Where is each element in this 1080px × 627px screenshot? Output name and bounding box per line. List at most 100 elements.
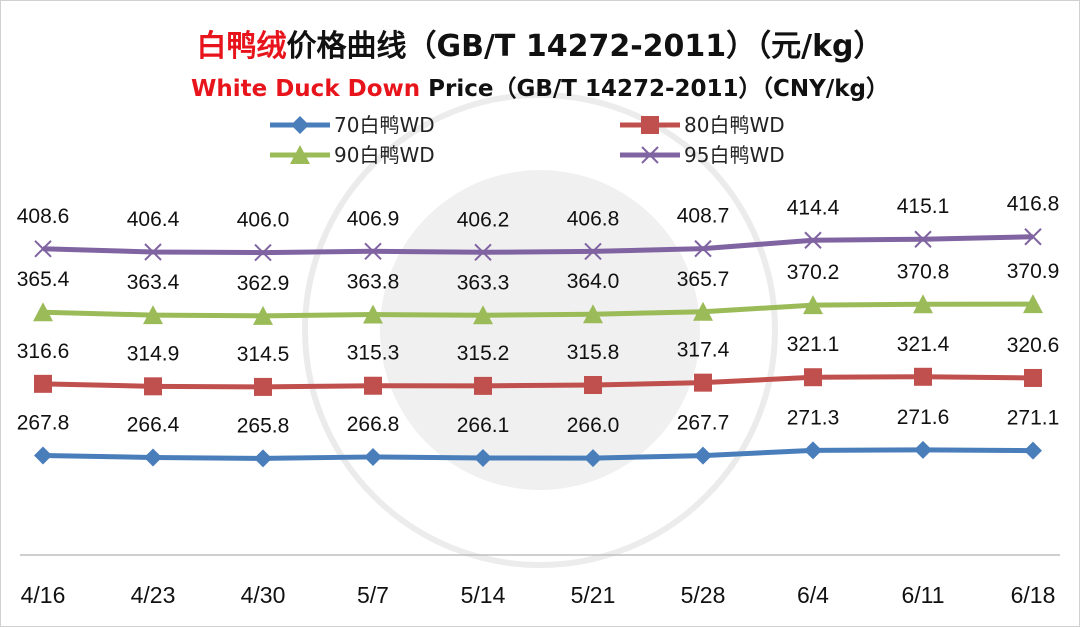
data-point	[584, 242, 602, 261]
x-tick-label: 5/28	[681, 582, 726, 608]
data-point	[254, 377, 272, 396]
series-group: 267.8 266.4 265.8 266.8 266.1 266.0 267.7 271.3…	[17, 193, 1060, 468]
series-80白鸭WD: 316.6 314.9 314.5 315.3 315.2 315.8 317.4 321.1…	[17, 333, 1060, 396]
data-point	[34, 240, 52, 258]
data-point	[33, 302, 53, 322]
data-label: 363.3	[457, 271, 510, 294]
series-95白鸭WD: 408.6 406.4 406.0 406.9 406.2 406.8 408.7 414.4…	[17, 193, 1060, 262]
data-label: 406.8	[567, 207, 620, 230]
data-label: 317.4	[677, 339, 730, 362]
data-point	[364, 376, 382, 395]
legend-item: 95白鸭WD	[620, 143, 785, 167]
data-point	[474, 243, 492, 262]
legend-label: 90白鸭WD	[334, 143, 435, 167]
data-label: 315.3	[347, 342, 400, 365]
data-label: 363.8	[347, 271, 400, 294]
data-point	[253, 305, 273, 325]
legend-item: 70白鸭WD	[270, 113, 435, 137]
x-tick-label: 6/18	[1011, 582, 1056, 608]
data-point	[254, 243, 272, 262]
data-label: 406.2	[457, 208, 510, 231]
data-label: 266.0	[567, 414, 620, 437]
legend-label: 95白鸭WD	[684, 143, 785, 167]
data-point	[364, 447, 382, 466]
data-label: 365.7	[677, 268, 730, 291]
data-point	[804, 368, 822, 387]
data-label: 416.8	[1007, 193, 1060, 216]
data-label: 406.0	[237, 209, 290, 232]
series-line	[42, 447, 1034, 461]
subtitle-black-part: Price（GB/T 14272-2011）（CNY/kg）	[420, 75, 889, 102]
data-label: 370.2	[787, 261, 840, 284]
data-point	[364, 242, 382, 260]
data-label: 265.8	[237, 414, 290, 437]
subtitle-red-part: White Duck Down	[191, 76, 420, 102]
data-point	[694, 446, 712, 465]
data-label: 315.2	[457, 342, 510, 365]
data-point	[804, 231, 822, 249]
data-label: 315.8	[567, 341, 620, 364]
data-label: 314.5	[237, 343, 290, 366]
data-point	[1024, 228, 1042, 246]
series-line	[42, 374, 1034, 390]
data-point	[693, 301, 713, 321]
title-red-part: 白鸭绒	[196, 29, 286, 64]
data-label: 266.8	[347, 413, 400, 436]
data-label: 406.9	[347, 207, 400, 230]
data-point	[913, 294, 933, 314]
data-label: 321.1	[787, 333, 840, 356]
data-label: 316.6	[17, 340, 70, 363]
data-point	[473, 305, 493, 325]
legend-marker-x-icon	[641, 146, 659, 164]
x-tick-label: 6/11	[901, 582, 944, 608]
series-line	[42, 234, 1034, 256]
legend-label: 80白鸭WD	[684, 113, 785, 137]
data-point	[34, 374, 52, 393]
data-label: 314.9	[127, 342, 180, 365]
data-label: 365.4	[17, 268, 70, 291]
data-point	[804, 441, 822, 460]
data-label: 406.4	[127, 208, 180, 231]
data-point	[363, 304, 383, 324]
series-90白鸭WD: 365.4 363.4 362.9 363.8 363.3 364.0 365.7 370.2…	[17, 260, 1060, 325]
data-label: 271.1	[1007, 407, 1060, 430]
data-point	[803, 295, 823, 315]
data-point	[254, 449, 272, 468]
chart-title: 白鸭绒价格曲线（GB/T 14272-2011）（元/kg）	[196, 29, 883, 64]
data-point	[584, 376, 602, 395]
data-point	[474, 376, 492, 395]
data-point	[583, 304, 603, 324]
data-label: 320.6	[1007, 334, 1060, 357]
x-tick-label: 4/16	[21, 582, 66, 608]
data-point	[694, 239, 712, 258]
x-tick-label: 5/21	[571, 582, 616, 608]
data-label: 271.6	[897, 406, 950, 429]
data-label: 370.9	[1007, 260, 1060, 283]
x-tick-label: 5/7	[357, 582, 389, 608]
data-label: 414.4	[787, 196, 840, 219]
data-label: 408.6	[17, 205, 70, 228]
data-label: 370.8	[897, 260, 950, 283]
data-label: 364.0	[567, 270, 620, 293]
data-point	[144, 243, 162, 261]
title-black-part: 价格曲线（GB/T 14272-2011）（元/kg）	[286, 29, 883, 64]
data-point	[474, 448, 492, 467]
data-point	[914, 440, 932, 459]
x-axis-ticks: 4/16 4/23 4/30 5/7 5/14 5/21 5/28 6/4 6/11 6/18	[21, 582, 1056, 608]
data-point	[1024, 368, 1042, 387]
data-label: 321.4	[897, 333, 950, 356]
data-point	[1023, 294, 1043, 314]
data-label: 408.7	[677, 205, 730, 228]
data-label: 271.3	[787, 406, 840, 429]
data-label: 415.1	[897, 195, 950, 218]
data-point	[1024, 441, 1042, 460]
data-point	[34, 446, 52, 465]
data-point	[584, 449, 602, 468]
data-label: 267.8	[17, 411, 70, 434]
legend-item: 80白鸭WD	[620, 113, 785, 137]
data-point	[914, 367, 932, 386]
x-tick-label: 4/23	[131, 582, 176, 608]
chart-subtitle: White Duck Down Price（GB/T 14272-2011）（C…	[191, 75, 889, 102]
data-label: 363.4	[127, 271, 180, 294]
legend-label: 70白鸭WD	[334, 113, 435, 137]
